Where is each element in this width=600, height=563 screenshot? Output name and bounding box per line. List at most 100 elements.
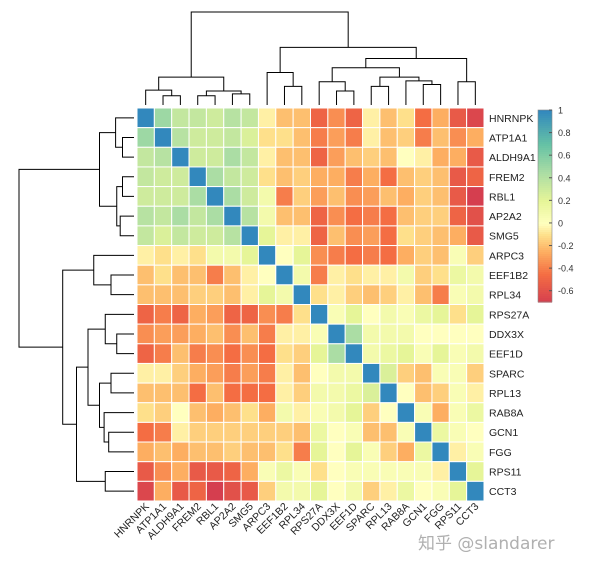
heatmap-cell — [344, 421, 364, 443]
heatmap-cell — [362, 225, 381, 247]
heatmap-cell — [414, 304, 433, 325]
heatmap-cell — [431, 245, 450, 266]
heatmap-cell — [344, 402, 364, 423]
colorbar-segment — [538, 208, 552, 211]
heatmap-cell — [240, 127, 259, 148]
colorbar-segment — [538, 166, 552, 169]
heatmap-cell — [136, 166, 155, 188]
heatmap-cell — [188, 421, 207, 443]
heatmap-cell — [188, 127, 207, 148]
heatmap-cell — [448, 225, 468, 247]
heatmap-cell — [466, 186, 485, 207]
colorbar-frame — [537, 109, 553, 303]
heatmap-cell — [431, 264, 450, 286]
heatmap-cell — [448, 264, 468, 286]
heatmap-cell — [327, 323, 346, 345]
heatmap-cell — [188, 343, 207, 364]
heatmap-cell — [466, 382, 485, 404]
colorbar-segment — [538, 180, 552, 183]
colorbar-segment — [538, 156, 552, 159]
row-dendrogram-branch — [18, 168, 100, 348]
heatmap-cell — [431, 146, 450, 168]
heatmap-cell — [396, 245, 416, 266]
row-label: HNRNPK — [489, 113, 533, 125]
heatmap-cell — [171, 323, 190, 345]
row-dendrogram-branch — [110, 372, 134, 394]
heatmap-cell — [379, 284, 398, 306]
heatmap-cell — [223, 166, 242, 188]
heatmap-cell — [188, 146, 207, 168]
heatmap-cell — [379, 107, 398, 129]
heatmap-cell — [153, 205, 173, 227]
heatmap-cell — [153, 166, 173, 188]
heatmap-cell — [344, 186, 364, 207]
heatmap-cell — [275, 343, 294, 364]
heatmap-cell — [257, 461, 277, 482]
heatmap-cell — [431, 343, 450, 364]
colorbar-segment — [538, 228, 552, 231]
heatmap-cell — [327, 421, 346, 443]
heatmap-cell — [205, 441, 225, 463]
heatmap-cell — [171, 480, 190, 502]
heatmap-cell — [223, 382, 242, 404]
column-dendrogram-branch — [318, 81, 346, 105]
heatmap-cell — [205, 225, 225, 247]
heatmap-cell — [327, 343, 346, 364]
heatmap-cell — [257, 186, 277, 207]
heatmap-cell — [466, 225, 485, 247]
heatmap-cell — [414, 284, 433, 306]
heatmap-cell — [240, 421, 259, 443]
heatmap-cell — [292, 284, 311, 306]
heatmap-cell — [396, 382, 416, 404]
heatmap-cell — [153, 343, 173, 364]
heatmap-cell — [240, 480, 259, 502]
heatmap-cell — [344, 362, 364, 384]
heatmap-cell — [188, 166, 207, 188]
heatmap-cell — [414, 166, 433, 188]
heatmap-cell — [414, 362, 433, 384]
heatmap-cell — [223, 362, 242, 384]
heatmap-cell — [396, 480, 416, 502]
heatmap-cell — [292, 166, 311, 188]
heatmap-cell — [344, 245, 364, 266]
heatmap-cell — [414, 421, 433, 443]
colorbar-segment — [538, 210, 552, 213]
heatmap-cell — [240, 441, 259, 463]
heatmap-cell — [153, 107, 173, 129]
heatmap-cell — [223, 441, 242, 463]
heatmap-cell — [136, 205, 155, 227]
row-dendrogram-branch — [116, 186, 123, 227]
colorbar-segment — [538, 244, 552, 247]
row-dendrogram-branch — [76, 366, 106, 482]
colorbar-segment — [538, 110, 552, 113]
heatmap-cell — [448, 107, 468, 129]
colorbar-segment — [538, 198, 552, 201]
row-dendrogram-branch — [110, 274, 134, 296]
heatmap-cell — [344, 264, 364, 286]
heatmap-cell — [310, 382, 329, 404]
heatmap-cell — [205, 205, 225, 227]
heatmap-cell — [240, 166, 259, 188]
heatmap-cell — [466, 264, 485, 286]
heatmap-cell — [188, 264, 207, 286]
row-dendrogram-branch — [115, 117, 134, 148]
heatmap-cell — [153, 402, 173, 423]
heatmap-cell — [136, 245, 155, 266]
heatmap-cell — [257, 402, 277, 423]
heatmap-cell — [257, 245, 277, 266]
heatmap-cell — [205, 264, 225, 286]
heatmap-cell — [379, 480, 398, 502]
heatmap-cell — [205, 480, 225, 502]
heatmap-cell — [257, 127, 277, 148]
heatmap-cell — [257, 284, 277, 306]
colorbar-segment — [538, 262, 552, 265]
heatmap-cell — [188, 382, 207, 404]
heatmap-cell — [171, 205, 190, 227]
heatmap-cell — [171, 284, 190, 306]
heatmap-cell — [396, 166, 416, 188]
colorbar-segment — [538, 240, 552, 243]
heatmap-cell — [466, 146, 485, 168]
heatmap-cell — [153, 362, 173, 384]
colorbar-segment — [538, 216, 552, 219]
